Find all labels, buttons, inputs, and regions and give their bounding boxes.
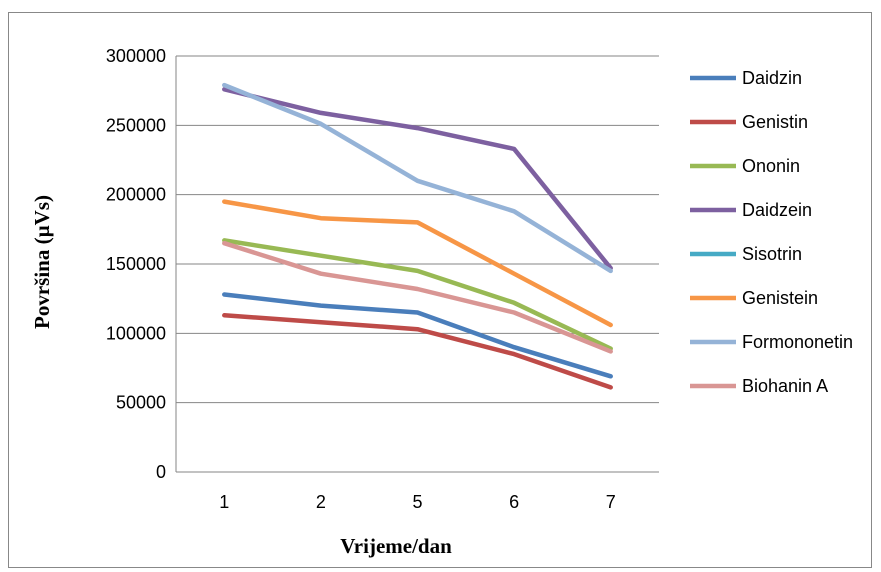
y-tick-label: 300000 — [106, 46, 166, 66]
chart-frame — [8, 12, 872, 568]
legend-label: Daidzein — [742, 200, 812, 220]
x-tick-label: 1 — [219, 492, 229, 512]
legend-label: Formononetin — [742, 332, 853, 352]
gridlines — [175, 55, 659, 473]
legend: Daidzin Genistin Ononin Daidzein Sisotrin Gen… — [690, 68, 853, 396]
y-tick-label: 200000 — [106, 185, 166, 205]
legend-label: Ononin — [742, 156, 800, 176]
series-lines — [222, 82, 613, 390]
legend-label: Daidzin — [742, 68, 802, 88]
series-line-daidzin — [222, 292, 613, 379]
legend-label: Genistein — [742, 288, 818, 308]
x-axis-title: Vrijeme/dan — [340, 534, 452, 558]
y-axis-title: Površina (µVs) — [30, 195, 54, 329]
legend-label: Biohanin A — [742, 376, 828, 396]
legend-label: Sisotrin — [742, 244, 802, 264]
x-tick-labels: 1 2 5 6 7 — [219, 492, 615, 512]
y-tick-label: 50000 — [116, 393, 166, 413]
y-tick-label: 100000 — [106, 323, 166, 343]
series-line-genistin — [222, 313, 613, 390]
series-line-ononin — [222, 238, 613, 351]
x-tick-label: 2 — [316, 492, 326, 512]
legend-label: Genistin — [742, 112, 808, 132]
y-tick-label: 250000 — [106, 115, 166, 135]
y-tick-labels: 0 50000 100000 150000 200000 250000 300000 — [106, 46, 166, 482]
x-tick-label: 7 — [606, 492, 616, 512]
x-tick-label: 6 — [509, 492, 519, 512]
y-tick-label: 0 — [156, 462, 166, 482]
y-tick-label: 150000 — [106, 254, 166, 274]
x-tick-label: 5 — [412, 492, 422, 512]
series-line-genistein — [222, 199, 613, 328]
series-line-formononetin — [222, 82, 613, 274]
series-line-daidzein — [222, 87, 613, 271]
series-line-biohanin-a — [222, 240, 613, 354]
